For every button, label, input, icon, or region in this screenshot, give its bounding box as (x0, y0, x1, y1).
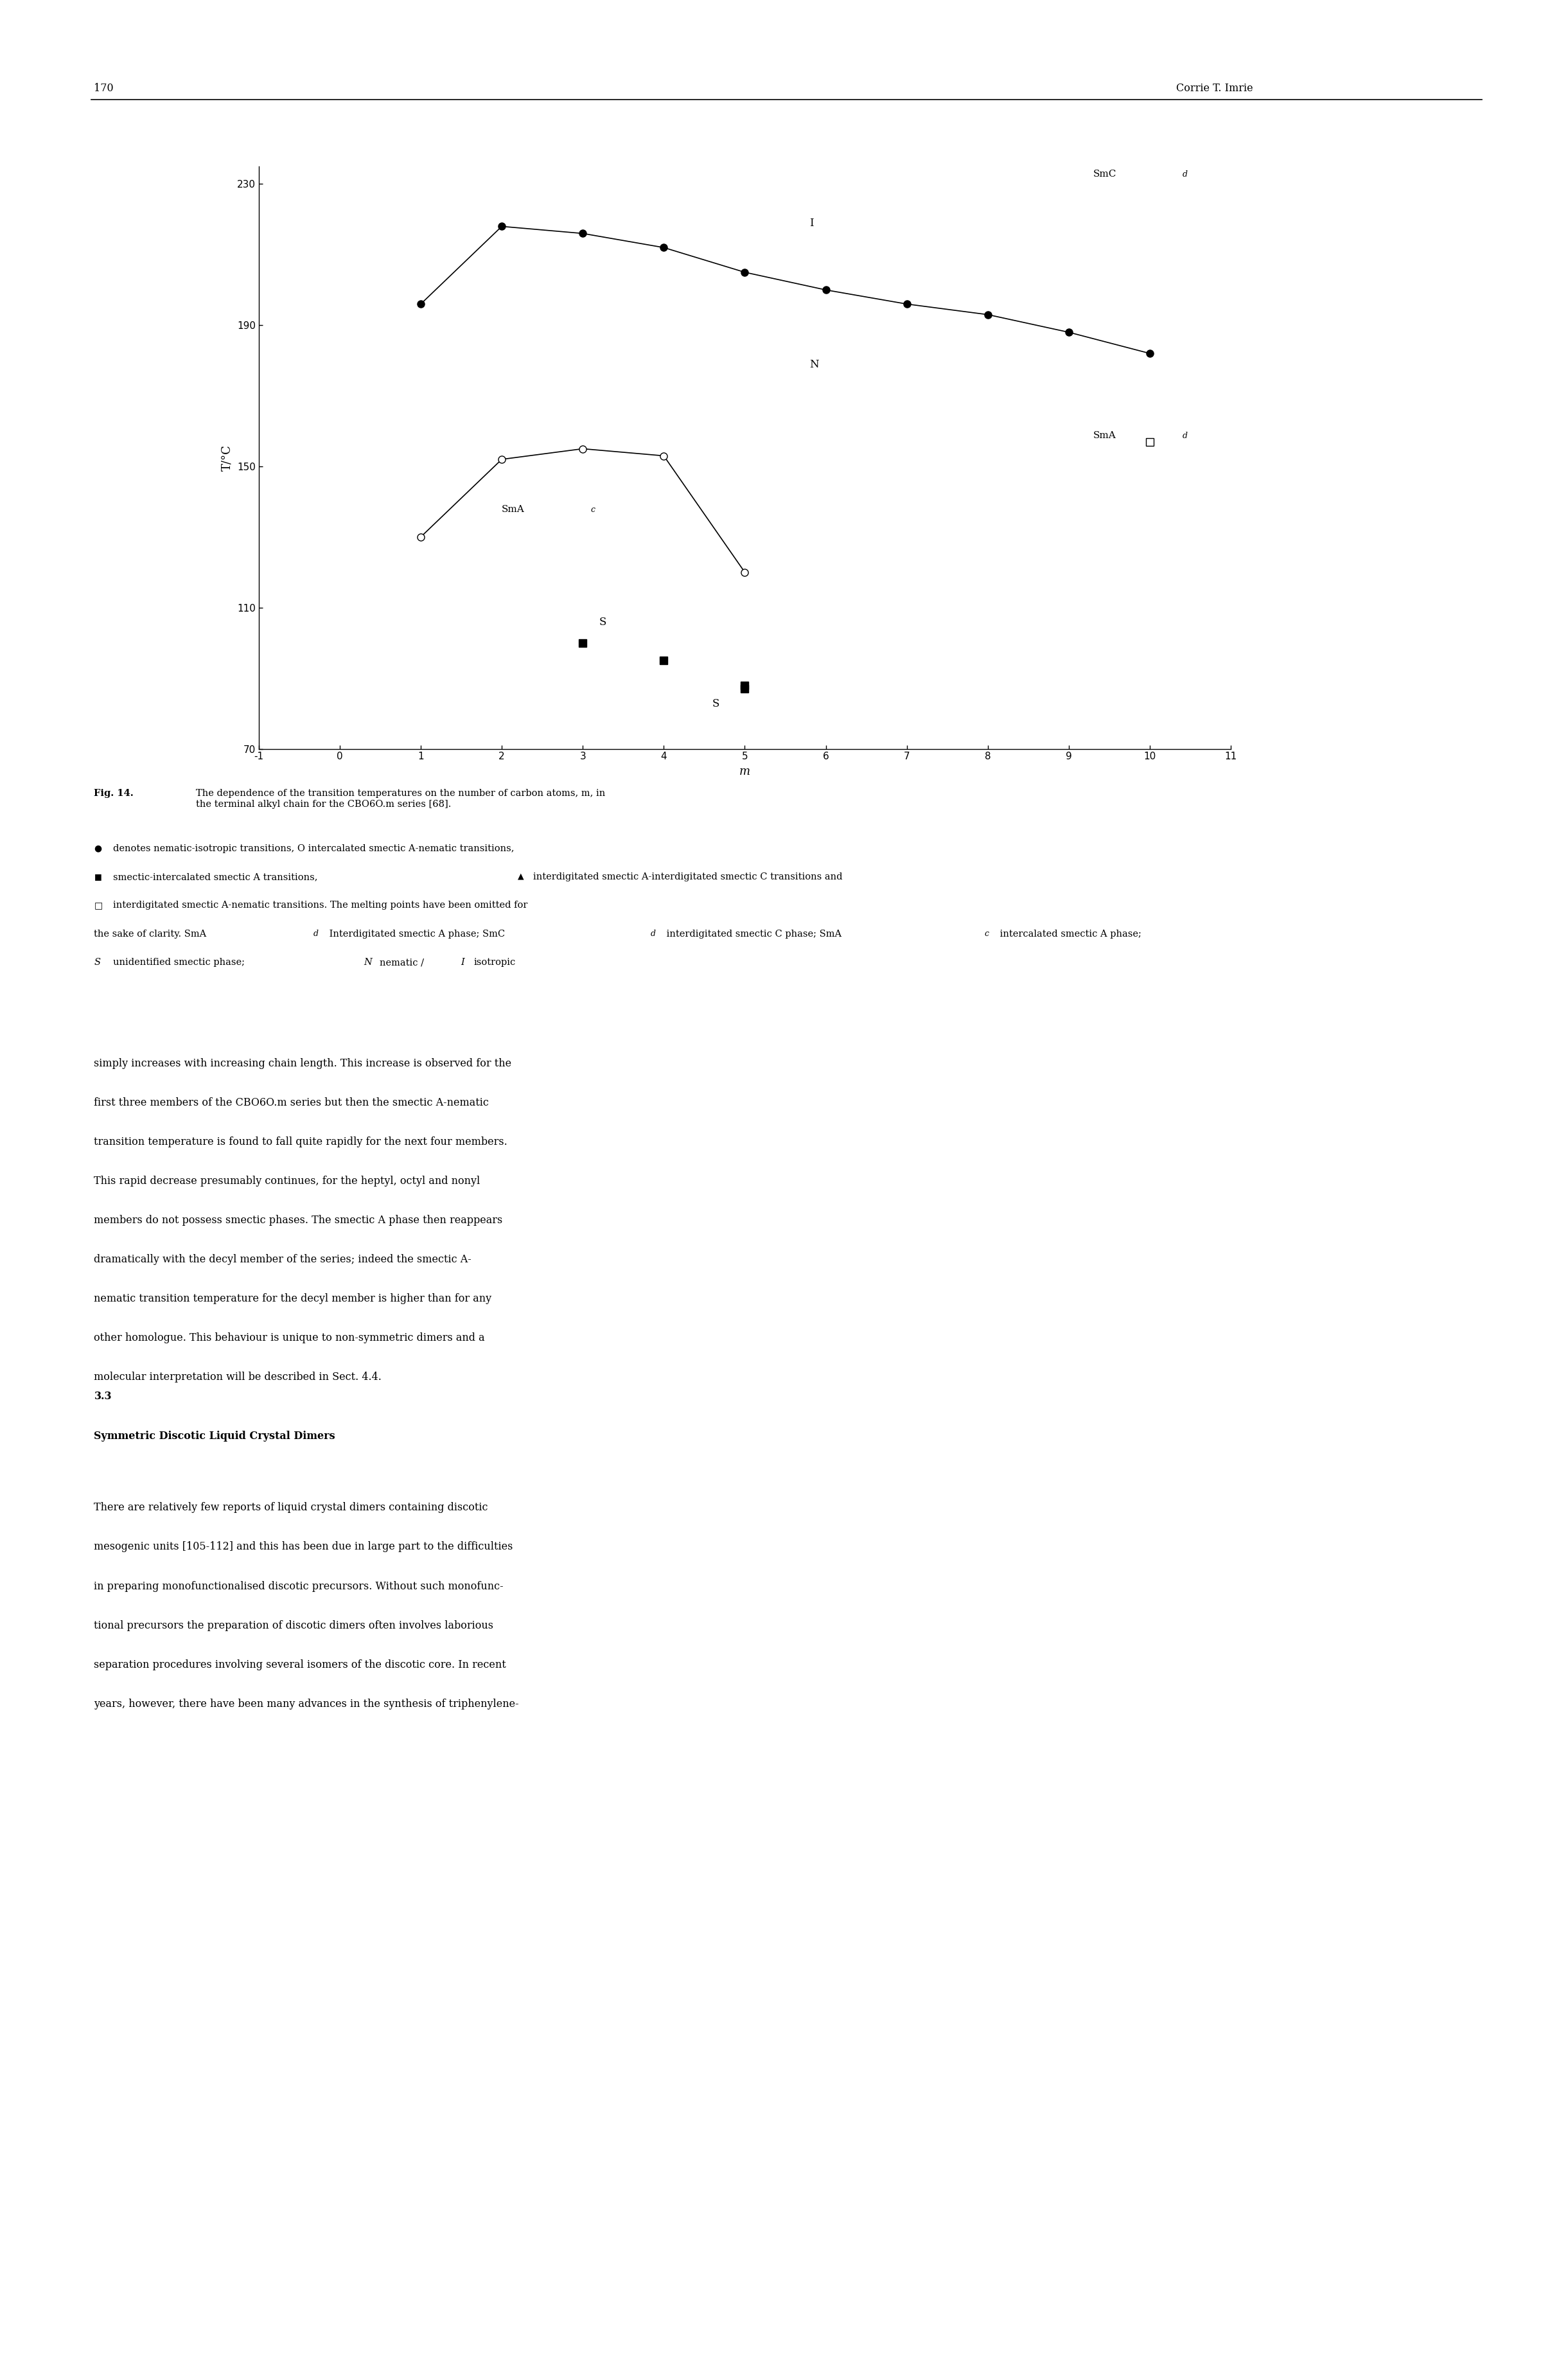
Text: other homologue. This behaviour is unique to non-symmetric dimers and a: other homologue. This behaviour is uniqu… (94, 1331, 485, 1343)
X-axis label: m: m (739, 765, 751, 777)
Text: interdigitated smectic A-interdigitated smectic C transitions and: interdigitated smectic A-interdigitated … (533, 872, 842, 882)
Text: first three members of the CBO6O.m series but then the smectic A-nematic: first three members of the CBO6O.m serie… (94, 1096, 489, 1108)
Text: ▲: ▲ (517, 872, 524, 882)
Text: Fig. 14.: Fig. 14. (94, 789, 133, 799)
Text: the sake of clarity. SmA: the sake of clarity. SmA (94, 929, 207, 939)
Text: d: d (651, 929, 655, 939)
Text: d: d (314, 929, 318, 939)
Text: denotes nematic-isotropic transitions, O intercalated smectic A-nematic transiti: denotes nematic-isotropic transitions, O… (113, 844, 514, 853)
Text: Interdigitated smectic A phase; SmC: Interdigitated smectic A phase; SmC (326, 929, 505, 939)
Text: □: □ (94, 901, 102, 910)
Text: ●: ● (94, 844, 102, 853)
Text: simply increases with increasing chain length. This increase is observed for the: simply increases with increasing chain l… (94, 1058, 511, 1070)
Text: intercalated smectic A phase;: intercalated smectic A phase; (997, 929, 1142, 939)
Text: in preparing monofunctionalised discotic precursors. Without such monofunc-: in preparing monofunctionalised discotic… (94, 1581, 503, 1593)
Text: This rapid decrease presumably continues, for the heptyl, octyl and nonyl: This rapid decrease presumably continues… (94, 1174, 480, 1186)
Text: molecular interpretation will be described in Sect. 4.4.: molecular interpretation will be describ… (94, 1372, 381, 1383)
Text: There are relatively few reports of liquid crystal dimers containing discotic: There are relatively few reports of liqu… (94, 1502, 488, 1514)
Text: c: c (591, 506, 596, 513)
Text: separation procedures involving several isomers of the discotic core. In recent: separation procedures involving several … (94, 1659, 506, 1671)
Text: interdigitated smectic C phase; SmA: interdigitated smectic C phase; SmA (663, 929, 842, 939)
Y-axis label: T/°C: T/°C (221, 444, 232, 471)
Text: S: S (94, 958, 100, 967)
Text: SmC: SmC (1093, 169, 1116, 178)
Text: years, however, there have been many advances in the synthesis of triphenylene-: years, however, there have been many adv… (94, 1697, 519, 1709)
Text: c: c (985, 929, 989, 939)
Text: N: N (364, 958, 372, 967)
Text: SmA: SmA (1093, 430, 1116, 440)
Text: dramatically with the decyl member of the series; indeed the smectic A-: dramatically with the decyl member of th… (94, 1253, 472, 1265)
Text: d: d (1182, 171, 1187, 178)
Text: S: S (599, 618, 607, 628)
Text: Symmetric Discotic Liquid Crystal Dimers: Symmetric Discotic Liquid Crystal Dimers (94, 1431, 336, 1443)
Text: ■: ■ (94, 872, 102, 882)
Text: isotropic: isotropic (474, 958, 516, 967)
Text: 3.3: 3.3 (94, 1391, 111, 1402)
Text: smectic-intercalated smectic A transitions,: smectic-intercalated smectic A transitio… (113, 872, 317, 882)
Text: Corrie T. Imrie: Corrie T. Imrie (1176, 83, 1253, 95)
Text: d: d (1182, 433, 1187, 440)
Text: I: I (461, 958, 464, 967)
Text: The dependence of the transition temperatures on the number of carbon atoms, m, : The dependence of the transition tempera… (196, 789, 605, 808)
Text: mesogenic units [105-112] and this has been due in large part to the difficultie: mesogenic units [105-112] and this has b… (94, 1543, 513, 1552)
Text: nematic transition temperature for the decyl member is higher than for any: nematic transition temperature for the d… (94, 1293, 492, 1305)
Text: 170: 170 (94, 83, 114, 95)
Text: S: S (712, 699, 720, 708)
Text: interdigitated smectic A-nematic transitions. The melting points have been omitt: interdigitated smectic A-nematic transit… (113, 901, 527, 910)
Text: nematic /: nematic / (379, 958, 423, 967)
Text: tional precursors the preparation of discotic dimers often involves laborious: tional precursors the preparation of dis… (94, 1621, 494, 1631)
Text: members do not possess smectic phases. The smectic A phase then reappears: members do not possess smectic phases. T… (94, 1215, 503, 1227)
Text: N: N (809, 359, 818, 371)
Text: transition temperature is found to fall quite rapidly for the next four members.: transition temperature is found to fall … (94, 1136, 508, 1148)
Text: I: I (809, 219, 814, 228)
Text: unidentified smectic phase;: unidentified smectic phase; (113, 958, 245, 967)
Text: SmA: SmA (502, 506, 525, 513)
